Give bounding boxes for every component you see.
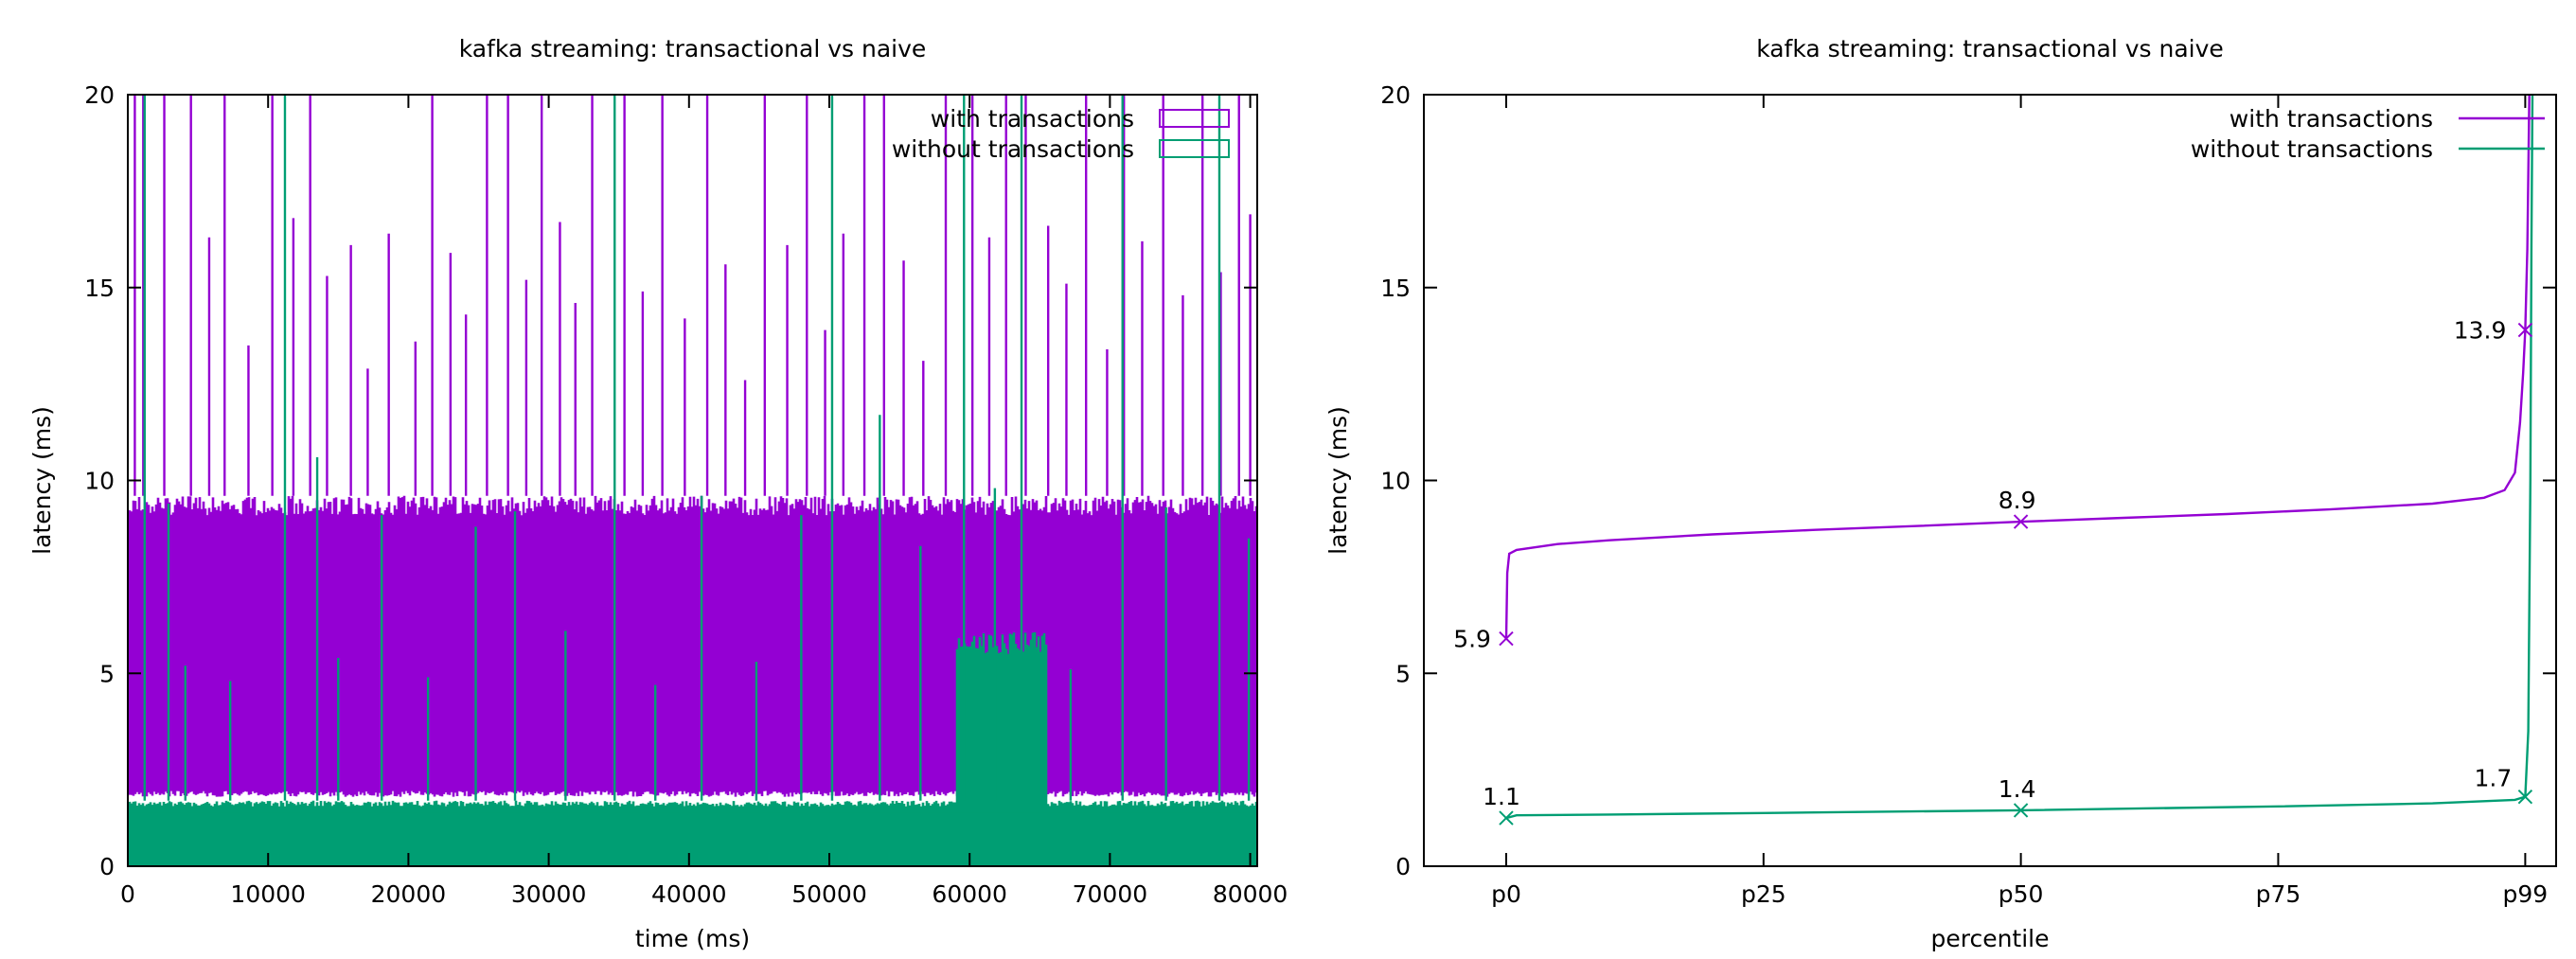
plot-series — [1504, 95, 2534, 820]
x-tick-label: 30000 — [511, 880, 587, 908]
chart-panel-2: 5.9 8.9 13.9 1.1 1.4 1.7 0 5 10 15 20 p0 p25 p50 p75 p9… — [1324, 35, 2557, 952]
data-point-marker — [2517, 789, 2533, 805]
series-band — [128, 495, 1257, 797]
legend-entry-label: with transactions — [2230, 105, 2433, 133]
x-tick-label: p25 — [1741, 880, 1786, 908]
marker-stroke — [2013, 803, 2029, 818]
y-tick-label: 10 — [84, 468, 115, 495]
x-tick-label: p99 — [2503, 880, 2549, 908]
y-tick-label: 5 — [1395, 660, 1411, 687]
data-point-marker — [1499, 810, 1514, 826]
y-tick-label: 0 — [99, 853, 115, 880]
y-tick-label: 5 — [99, 660, 115, 687]
y-tick-label: 20 — [84, 81, 115, 109]
marker-stroke — [1499, 810, 1514, 826]
chart-panel-1: 0 5 10 15 20 0 10000 20000 30000 40000 50000 60000 7… — [28, 35, 1288, 952]
x-tick-label: 60000 — [932, 880, 1007, 908]
x-tick-label: 80000 — [1213, 880, 1288, 908]
legend-entry-label: with transactions — [931, 105, 1134, 133]
y-axis-label: latency (ms) — [28, 406, 56, 555]
marker-stroke — [2013, 514, 2029, 529]
x-tick-label: 40000 — [651, 880, 727, 908]
x-axis-label: percentile — [1930, 925, 2049, 952]
data-label: 5.9 — [1453, 626, 1491, 653]
data-point-marker — [2013, 514, 2029, 529]
x-tick-label: 20000 — [371, 880, 447, 908]
x-tick-label: 0 — [120, 880, 135, 908]
plot-series — [128, 95, 1257, 866]
series-baseline-fill — [128, 812, 1257, 866]
chart-title: kafka streaming: transactional vs naive — [459, 35, 927, 62]
legend-entry-label: without transactions — [2191, 135, 2433, 163]
marker-stroke — [2517, 789, 2533, 805]
series-line — [1504, 95, 2531, 639]
y-tick-label: 0 — [1395, 853, 1411, 880]
y-tick-label: 20 — [1380, 81, 1411, 109]
x-tick-label: 50000 — [791, 880, 867, 908]
data-point-marker — [1499, 630, 1514, 647]
data-point-marker — [2013, 803, 2029, 818]
y-axis-label: latency (ms) — [1324, 406, 1352, 555]
data-label: 1.7 — [2474, 765, 2512, 792]
y-tick-label: 15 — [1380, 275, 1411, 302]
legend-entry-label: without transactions — [892, 135, 1134, 163]
marker-stroke — [1499, 630, 1514, 647]
x-tick-label: 70000 — [1073, 880, 1148, 908]
data-label: 8.9 — [1999, 487, 2036, 514]
chart-title: kafka streaming: transactional vs naive — [1756, 35, 2224, 62]
data-label: 13.9 — [2454, 317, 2507, 345]
x-tick-label: 10000 — [230, 880, 306, 908]
x-tick-label: p75 — [2256, 880, 2301, 908]
marker-stroke — [2517, 322, 2533, 338]
data-point-marker — [2517, 322, 2533, 338]
y-tick-label: 15 — [84, 275, 115, 302]
data-label: 1.4 — [1999, 775, 2036, 803]
plot-area — [1424, 95, 2556, 866]
x-tick-label: p50 — [1999, 880, 2044, 908]
x-tick-label: p0 — [1491, 880, 1521, 908]
x-axis-label: time (ms) — [635, 925, 750, 952]
y-tick-label: 10 — [1380, 468, 1411, 495]
series-line — [1505, 95, 2534, 820]
legend-entry-swatch — [1159, 139, 1230, 158]
data-label: 1.1 — [1483, 783, 1520, 810]
legend-entry-swatch — [1159, 109, 1230, 128]
